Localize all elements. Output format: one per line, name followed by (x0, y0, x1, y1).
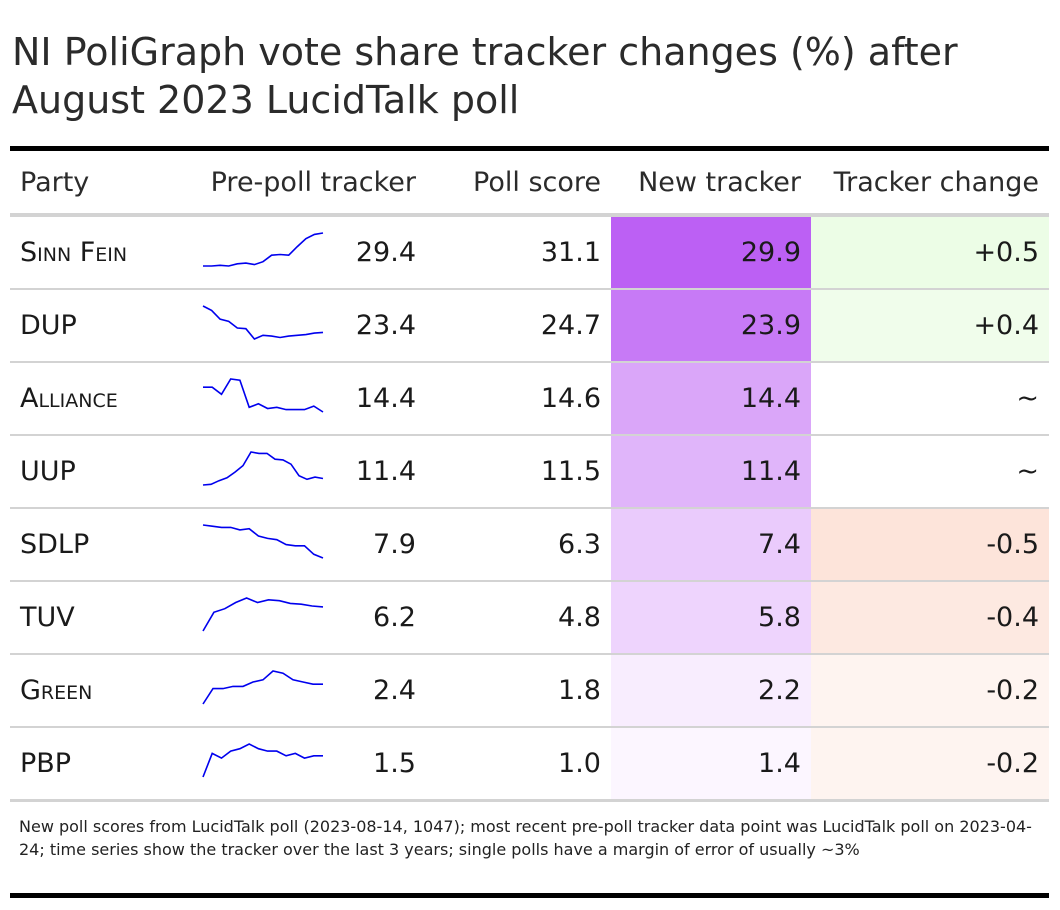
header-party: Party (10, 151, 187, 217)
trend-sparkline (202, 597, 324, 632)
new-tracker-value: 29.9 (611, 215, 811, 290)
trend-sparkline-cell (187, 362, 325, 436)
poll-score-value: 4.8 (426, 581, 611, 655)
pre-poll-value: 7.9 (325, 508, 426, 582)
header-row: Party Pre-poll tracker Poll score New tr… (10, 151, 1049, 217)
table-row-uup: UUP 11.4 11.5 11.4 ~ (10, 435, 1049, 509)
header-new-tracker: New tracker (611, 151, 811, 217)
party-name: TUV (10, 581, 187, 655)
poll-score-value: 11.5 (426, 435, 611, 509)
tracker-change-value: ~ (811, 435, 1049, 509)
header-tracker-change: Tracker change (811, 151, 1049, 217)
trend-sparkline-cell (187, 508, 325, 582)
trend-sparkline (202, 743, 323, 778)
tracker-change-value: -0.2 (811, 727, 1049, 802)
party-name: DUP (10, 289, 187, 363)
pre-poll-value: 23.4 (325, 289, 426, 363)
poll-score-value: 31.1 (426, 215, 611, 290)
trend-line (202, 305, 324, 340)
trend-line (203, 232, 324, 267)
new-tracker-value: 2.2 (611, 654, 811, 728)
trend-sparkline (203, 232, 324, 267)
pre-poll-value: 11.4 (325, 435, 426, 509)
top-rule (10, 146, 1049, 151)
tracker-change-value: +0.4 (811, 289, 1049, 363)
tracker-change-value: +0.5 (811, 215, 1049, 290)
poll-score-value: 1.8 (426, 654, 611, 728)
trend-line (202, 524, 324, 559)
party-name: Alliance (10, 362, 187, 436)
trend-line (202, 743, 323, 778)
trend-sparkline-cell (187, 289, 325, 363)
pre-poll-value: 1.5 (325, 727, 426, 802)
pre-poll-value: 6.2 (325, 581, 426, 655)
pre-poll-value: 2.4 (325, 654, 426, 728)
trend-line (203, 378, 324, 413)
trend-sparkline (202, 305, 324, 340)
trend-sparkline (203, 378, 324, 413)
party-name: SDLP (10, 508, 187, 582)
chart-title: NI PoliGraph vote share tracker changes … (12, 30, 958, 122)
trend-sparkline (202, 524, 324, 559)
pre-poll-value: 14.4 (325, 362, 426, 436)
table-row-sdlp: SDLP 7.9 6.3 7.4 -0.5 (10, 508, 1049, 582)
poll-score-value: 1.0 (426, 727, 611, 802)
party-name: Sinn Fein (10, 215, 187, 290)
new-tracker-value: 23.9 (611, 289, 811, 363)
table-row-pbp: PBP 1.5 1.0 1.4 -0.2 (10, 727, 1049, 802)
tracker-change-value: -0.2 (811, 654, 1049, 728)
poll-score-value: 6.3 (426, 508, 611, 582)
footnote: New poll scores from LucidTalk poll (202… (19, 817, 1032, 859)
trend-sparkline (202, 451, 324, 486)
new-tracker-value: 11.4 (611, 435, 811, 509)
table-row-alliance: Alliance 14.4 14.6 14.4 ~ (10, 362, 1049, 436)
table-row-dup: DUP 23.4 24.7 23.9 +0.4 (10, 289, 1049, 363)
trend-sparkline-cell (187, 727, 325, 802)
trend-sparkline-cell (187, 215, 325, 290)
bottom-rule (10, 893, 1049, 898)
table-row-sinn-fein: Sinn Fein 29.4 31.1 29.9 +0.5 (10, 215, 1049, 290)
party-name: Green (10, 654, 187, 728)
trend-sparkline-cell (187, 435, 325, 509)
party-name: UUP (10, 435, 187, 509)
trend-sparkline (202, 670, 323, 705)
tracker-change-value: ~ (811, 362, 1049, 436)
table-row-tuv: TUV 6.2 4.8 5.8 -0.4 (10, 581, 1049, 655)
tracker-change-value: -0.5 (811, 508, 1049, 582)
trend-line (202, 451, 324, 486)
tracker-change-value: -0.4 (811, 581, 1049, 655)
new-tracker-value: 1.4 (611, 727, 811, 802)
trend-sparkline-cell (187, 654, 325, 728)
header-poll-score: Poll score (426, 151, 611, 217)
trend-line (202, 670, 323, 705)
party-name: PBP (10, 727, 187, 802)
poll-score-value: 14.6 (426, 362, 611, 436)
new-tracker-value: 7.4 (611, 508, 811, 582)
new-tracker-value: 5.8 (611, 581, 811, 655)
table-row-green: Green 2.4 1.8 2.2 -0.2 (10, 654, 1049, 728)
header-pre-poll-tracker: Pre-poll tracker (187, 151, 426, 217)
tracker-table: Party Pre-poll tracker Poll score New tr… (10, 151, 1049, 802)
poll-score-value: 24.7 (426, 289, 611, 363)
pre-poll-value: 29.4 (325, 215, 426, 290)
trend-line (202, 597, 324, 632)
trend-sparkline-cell (187, 581, 325, 655)
new-tracker-value: 14.4 (611, 362, 811, 436)
